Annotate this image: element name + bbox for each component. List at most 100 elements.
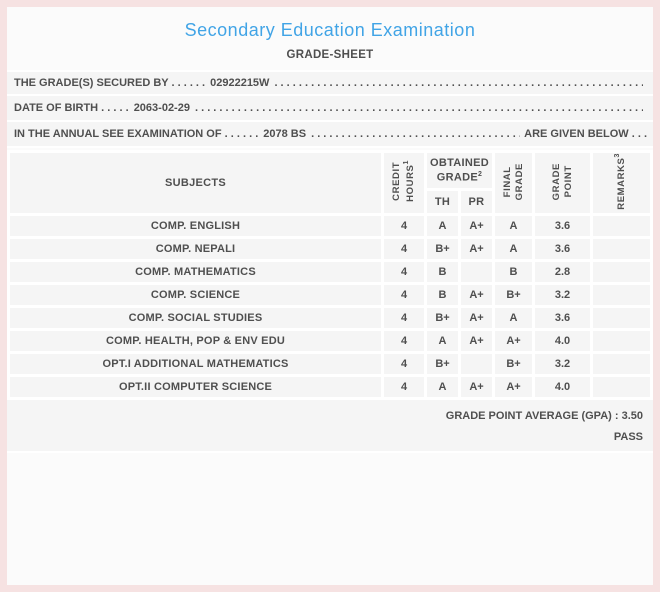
grade-point-cell: 3.2 (535, 353, 590, 374)
info-label: DATE OF BIRTH . . . . . (14, 102, 129, 114)
info-label: THE GRADE(S) SECURED BY . . . . . . (14, 77, 206, 89)
table-row: COMP. SCIENCE 4 B A+ B+ 3.2 (10, 284, 650, 305)
subject-cell: OPT.I ADDITIONAL MATHEMATICS (10, 353, 381, 374)
practical-grade-cell (461, 261, 492, 282)
credit-hours-cell: 4 (384, 307, 424, 328)
subject-cell: COMP. MATHEMATICS (10, 261, 381, 282)
grade-point-cell: 3.6 (535, 307, 590, 328)
col-grade-point: GRADE POINT (535, 153, 590, 213)
remarks-cell (593, 261, 650, 282)
final-grade-cell: A (495, 307, 532, 328)
credit-hours-cell: 4 (384, 238, 424, 259)
subject-cell: COMP. NEPALI (10, 238, 381, 259)
final-grade-cell: A (495, 215, 532, 236)
info-line: IN THE ANNUAL SEE EXAMINATION OF . . . .… (7, 122, 653, 148)
result-status: PASS (613, 430, 643, 443)
credit-hours-cell: 4 (384, 376, 424, 397)
grade-point-cell: 2.8 (535, 261, 590, 282)
remarks-cell (593, 238, 650, 259)
subject-cell: COMP. SCIENCE (10, 284, 381, 305)
grade-point-cell: 4.0 (535, 376, 590, 397)
theory-grade-cell: A (427, 376, 458, 397)
dot-filler: . . . . . . . . . . . . . . . . . . . . … (311, 128, 520, 140)
table-header-row: SUBJECTS CREDIT HOURS1 OBTAINED GRADE2 FIN… (10, 153, 650, 213)
gpa-value: GRADE POINT AVERAGE (GPA) : 3.50 (445, 409, 643, 422)
dot-filler: . . . . . . . . . . . . . . . . . . . . … (274, 77, 643, 89)
credit-hours-cell: 4 (384, 284, 424, 305)
practical-grade-cell: A+ (461, 376, 492, 397)
final-grade-cell: B (495, 261, 532, 282)
credit-hours-cell: 4 (384, 261, 424, 282)
theory-grade-cell: B+ (427, 307, 458, 328)
credit-hours-cell: 4 (384, 353, 424, 374)
credit-hours-cell: 4 (384, 215, 424, 236)
info-line: THE GRADE(S) SECURED BY . . . . . . 0292… (7, 70, 653, 96)
summary-band: GRADE POINT AVERAGE (GPA) : 3.50 PASS (7, 399, 653, 453)
theory-grade-cell: A (427, 215, 458, 236)
grade-point-cell: 3.6 (535, 238, 590, 259)
grade-table-body: COMP. ENGLISH 4 A A+ A 3.6 COMP. NEPALI … (10, 215, 650, 397)
credit-hours-vertical-label: CREDIT HOURS1 (391, 160, 417, 203)
info-value: 2078 BS (263, 128, 307, 140)
table-row: COMP. NEPALI 4 B+ A+ A 3.6 (10, 238, 650, 259)
col-pr: PR (461, 190, 492, 213)
col-final-grade: FINAL GRADE (495, 153, 532, 213)
remarks-vertical-label: REMARKS3 (614, 153, 628, 210)
subject-cell: OPT.II COMPUTER SCIENCE (10, 376, 381, 397)
grade-point-cell: 3.2 (535, 284, 590, 305)
remarks-cell (593, 215, 650, 236)
col-credit-hours: CREDIT HOURS1 (384, 153, 424, 213)
theory-grade-cell: B+ (427, 353, 458, 374)
col-obtained-grade: OBTAINED GRADE2 (427, 153, 492, 188)
final-grade-cell: A (495, 238, 532, 259)
table-row: COMP. ENGLISH 4 A A+ A 3.6 (10, 215, 650, 236)
col-remarks: REMARKS3 (593, 153, 650, 213)
theory-grade-cell: B (427, 284, 458, 305)
grade-point-cell: 3.6 (535, 215, 590, 236)
grade-point-cell: 4.0 (535, 330, 590, 351)
col-subjects: SUBJECTS (10, 153, 381, 213)
subject-cell: COMP. ENGLISH (10, 215, 381, 236)
subject-cell: COMP. SOCIAL STUDIES (10, 307, 381, 328)
info-line: DATE OF BIRTH . . . . . 2063-02-29 . . .… (7, 96, 653, 122)
final-grade-cell: B+ (495, 284, 532, 305)
remarks-cell (593, 353, 650, 374)
info-tail: ARE GIVEN BELOW . . . (524, 128, 647, 140)
remarks-cell (593, 307, 650, 328)
practical-grade-cell: A+ (461, 238, 492, 259)
table-row: COMP. MATHEMATICS 4 B B 2.8 (10, 261, 650, 282)
final-grade-cell: B+ (495, 353, 532, 374)
practical-grade-cell (461, 353, 492, 374)
final-grade-vertical-label: FINAL GRADE (501, 162, 525, 201)
credit-hours-cell: 4 (384, 330, 424, 351)
subject-cell: COMP. HEALTH, POP & ENV EDU (10, 330, 381, 351)
info-label: IN THE ANNUAL SEE EXAMINATION OF . . . .… (14, 128, 259, 140)
page-title: Secondary Education Examination (184, 20, 476, 40)
grade-point-vertical-label: GRADE POINT (550, 162, 574, 201)
table-row: COMP. HEALTH, POP & ENV EDU 4 A A+ A+ 4.… (10, 330, 650, 351)
theory-grade-cell: B (427, 261, 458, 282)
candidate-info-block: THE GRADE(S) SECURED BY . . . . . . 0292… (7, 70, 653, 148)
theory-grade-cell: B+ (427, 238, 458, 259)
practical-grade-cell: A+ (461, 307, 492, 328)
page-subtitle: GRADE-SHEET (286, 49, 374, 61)
practical-grade-cell: A+ (461, 330, 492, 351)
final-grade-cell: A+ (495, 376, 532, 397)
practical-grade-cell: A+ (461, 215, 492, 236)
table-row: OPT.I ADDITIONAL MATHEMATICS 4 B+ B+ 3.2 (10, 353, 650, 374)
theory-grade-cell: A (427, 330, 458, 351)
col-th: TH (427, 190, 458, 213)
table-row: COMP. SOCIAL STUDIES 4 B+ A+ A 3.6 (10, 307, 650, 328)
dot-filler: . . . . . . . . . . . . . . . . . . . . … (194, 102, 643, 114)
table-row: OPT.II COMPUTER SCIENCE 4 A A+ A+ 4.0 (10, 376, 650, 397)
remarks-cell (593, 284, 650, 305)
grade-table: SUBJECTS CREDIT HOURS1 OBTAINED GRADE2 FIN… (7, 150, 653, 400)
info-value: 02922215W (210, 77, 270, 89)
final-grade-cell: A+ (495, 330, 532, 351)
table-subheader-row: TH PR (10, 190, 650, 213)
practical-grade-cell: A+ (461, 284, 492, 305)
remarks-cell (593, 376, 650, 397)
info-value: 2063-02-29 (133, 102, 190, 114)
remarks-cell (593, 330, 650, 351)
